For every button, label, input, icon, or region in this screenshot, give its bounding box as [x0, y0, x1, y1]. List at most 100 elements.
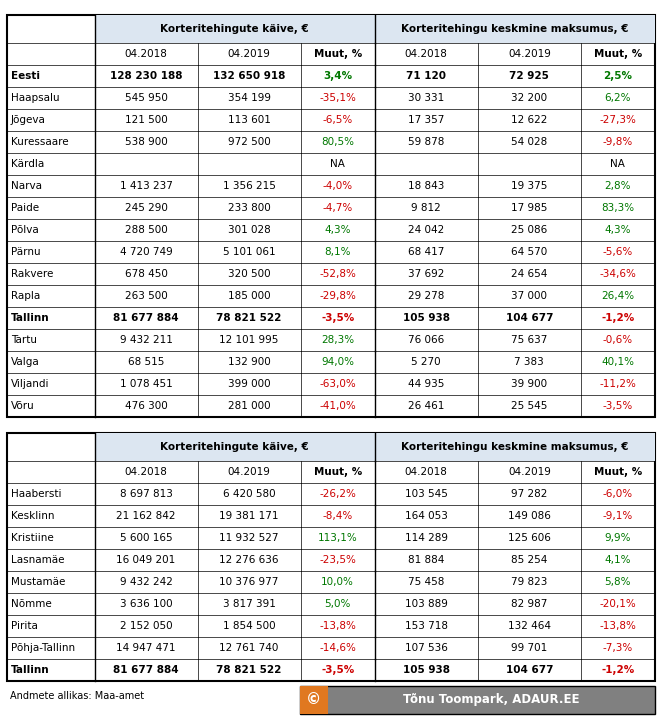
Text: Nõmme: Nõmme [11, 599, 52, 609]
Text: 24 042: 24 042 [408, 225, 444, 235]
Text: 5 600 165: 5 600 165 [120, 533, 172, 543]
Text: Muut, %: Muut, % [314, 49, 362, 59]
Bar [375, 15, 655, 43]
Text: Tallinn: Tallinn [11, 313, 50, 323]
Text: 21 162 842: 21 162 842 [117, 511, 176, 521]
Text: 5 270: 5 270 [412, 357, 441, 367]
Text: 2,5%: 2,5% [603, 71, 632, 81]
Text: 545 950: 545 950 [124, 93, 167, 103]
Text: -41,0%: -41,0% [319, 401, 356, 411]
Text: ©: © [307, 693, 322, 708]
Text: 132 650 918: 132 650 918 [213, 71, 285, 81]
Text: -9,1%: -9,1% [603, 511, 633, 521]
Text: Valga: Valga [11, 357, 40, 367]
Text: 64 570: 64 570 [511, 247, 547, 257]
Text: -23,5%: -23,5% [319, 555, 356, 565]
Text: 125 606: 125 606 [508, 533, 551, 543]
Bar [7, 433, 655, 681]
Bar [300, 686, 655, 714]
Text: 12 276 636: 12 276 636 [219, 555, 279, 565]
Text: -4,0%: -4,0% [322, 181, 353, 191]
Text: Viljandi: Viljandi [11, 379, 50, 389]
Text: 40,1%: 40,1% [601, 357, 634, 367]
Text: Pirita: Pirita [11, 621, 38, 631]
Text: -27,3%: -27,3% [600, 115, 636, 125]
Bar [375, 433, 655, 461]
Text: 1 413 237: 1 413 237 [120, 181, 173, 191]
Text: 11 932 527: 11 932 527 [219, 533, 279, 543]
Text: Andmete allikas: Maa-amet: Andmete allikas: Maa-amet [10, 691, 144, 701]
Text: 3 636 100: 3 636 100 [120, 599, 172, 609]
Text: 30 331: 30 331 [408, 93, 444, 103]
Text: 301 028: 301 028 [228, 225, 271, 235]
Text: 1 078 451: 1 078 451 [120, 379, 173, 389]
Text: 39 900: 39 900 [511, 379, 547, 389]
Text: Kärdla: Kärdla [11, 159, 44, 169]
Text: 476 300: 476 300 [124, 401, 167, 411]
Text: 04.2019: 04.2019 [228, 49, 271, 59]
Text: 97 282: 97 282 [511, 489, 547, 499]
Text: 288 500: 288 500 [124, 225, 167, 235]
Text: -13,8%: -13,8% [319, 621, 356, 631]
Text: 8,1%: 8,1% [324, 247, 351, 257]
Text: 24 654: 24 654 [511, 269, 547, 279]
Text: Rapla: Rapla [11, 291, 40, 301]
Text: 2 152 050: 2 152 050 [120, 621, 172, 631]
Text: 81 677 884: 81 677 884 [113, 313, 179, 323]
Text: 14 947 471: 14 947 471 [117, 643, 176, 653]
Text: 04.2019: 04.2019 [228, 467, 271, 477]
Text: Korteritehingute käive, €: Korteritehingute käive, € [160, 442, 309, 452]
Text: -1,2%: -1,2% [601, 665, 635, 675]
Text: Paide: Paide [11, 203, 39, 213]
Bar [95, 15, 375, 43]
Text: Kuressaare: Kuressaare [11, 137, 69, 147]
Text: 19 375: 19 375 [511, 181, 547, 191]
Text: -34,6%: -34,6% [600, 269, 636, 279]
Text: 9 432 211: 9 432 211 [120, 335, 173, 345]
Text: -5,6%: -5,6% [603, 247, 633, 257]
Text: 5 101 061: 5 101 061 [223, 247, 275, 257]
Text: 1 356 215: 1 356 215 [222, 181, 275, 191]
Text: 6 420 580: 6 420 580 [223, 489, 275, 499]
Text: Muut, %: Muut, % [594, 49, 642, 59]
Text: Muut, %: Muut, % [314, 467, 362, 477]
Text: -8,4%: -8,4% [322, 511, 353, 521]
Text: -9,8%: -9,8% [603, 137, 633, 147]
Text: 26,4%: 26,4% [601, 291, 634, 301]
Text: 04.2019: 04.2019 [508, 467, 551, 477]
Text: 28,3%: 28,3% [321, 335, 354, 345]
Text: 104 677: 104 677 [506, 665, 553, 675]
Text: -6,0%: -6,0% [603, 489, 633, 499]
Text: 12 101 995: 12 101 995 [219, 335, 279, 345]
Text: 103 545: 103 545 [405, 489, 448, 499]
Text: 37 692: 37 692 [408, 269, 444, 279]
Text: 85 254: 85 254 [511, 555, 547, 565]
Text: 149 086: 149 086 [508, 511, 551, 521]
Text: 185 000: 185 000 [228, 291, 270, 301]
Text: -52,8%: -52,8% [319, 269, 356, 279]
Text: -26,2%: -26,2% [319, 489, 356, 499]
Text: -0,6%: -0,6% [603, 335, 633, 345]
Text: 18 843: 18 843 [408, 181, 444, 191]
Text: 04.2018: 04.2018 [405, 467, 448, 477]
Text: 4,1%: 4,1% [604, 555, 631, 565]
Text: 25 086: 25 086 [511, 225, 547, 235]
Text: 233 800: 233 800 [228, 203, 271, 213]
Text: Haapsalu: Haapsalu [11, 93, 60, 103]
Text: 83,3%: 83,3% [601, 203, 634, 213]
Text: Pärnu: Pärnu [11, 247, 40, 257]
Bar [300, 686, 328, 714]
Bar [7, 15, 655, 417]
Text: -13,8%: -13,8% [600, 621, 636, 631]
Text: 678 450: 678 450 [124, 269, 167, 279]
Text: 9 812: 9 812 [411, 203, 441, 213]
Text: 3 817 391: 3 817 391 [222, 599, 275, 609]
Text: 7 383: 7 383 [514, 357, 544, 367]
Text: 354 199: 354 199 [228, 93, 271, 103]
Text: Tõnu Toompark, ADAUR.EE: Tõnu Toompark, ADAUR.EE [403, 693, 580, 706]
Text: Korteritehingute käive, €: Korteritehingute käive, € [160, 24, 309, 34]
Text: -11,2%: -11,2% [600, 379, 636, 389]
Text: 26 461: 26 461 [408, 401, 444, 411]
Text: -1,2%: -1,2% [601, 313, 635, 323]
Text: 538 900: 538 900 [124, 137, 167, 147]
